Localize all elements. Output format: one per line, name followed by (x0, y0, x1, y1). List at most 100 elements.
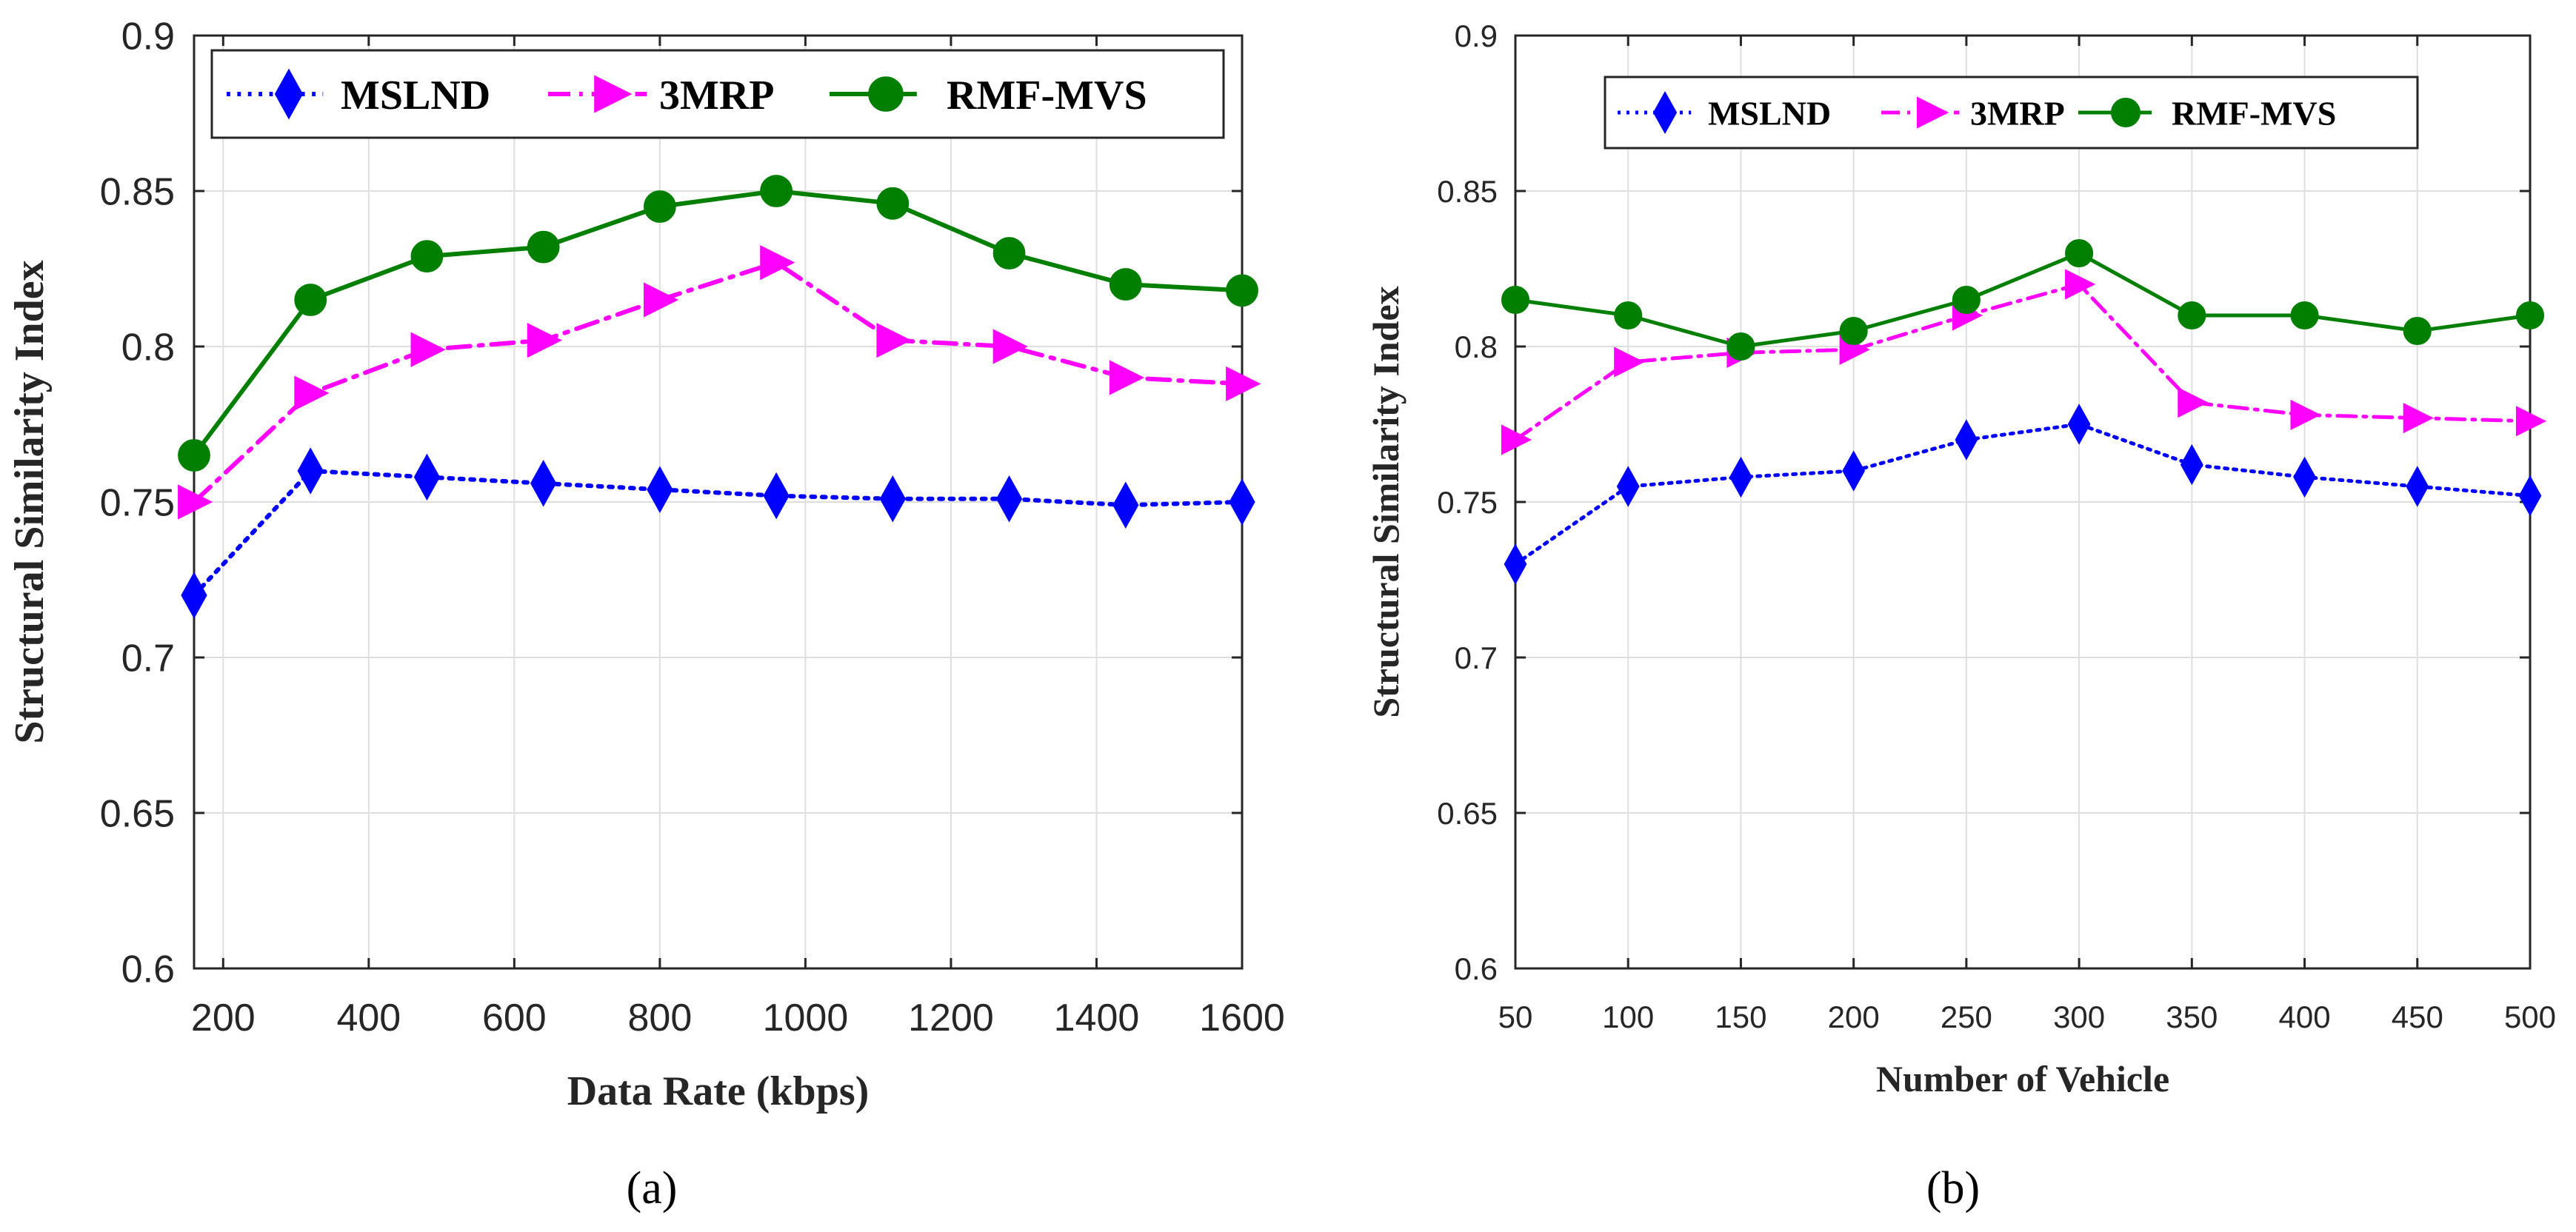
data-point (1952, 285, 1981, 315)
data-point (1109, 360, 1145, 395)
x-tick-label: 800 (628, 997, 693, 1040)
data-point (760, 244, 795, 281)
data-point (2065, 269, 2096, 300)
series-mslnd (181, 447, 1255, 619)
legend-label: RMF-MVS (947, 73, 1147, 118)
caption-a: (a) (627, 1163, 678, 1213)
legend-label: MSLND (341, 73, 490, 118)
legend-marker (2111, 98, 2140, 127)
data-point (1729, 456, 1752, 498)
x-tick-label: 250 (1941, 1000, 1992, 1034)
legend-box (210, 49, 1225, 139)
series-rmf-mvs (1501, 238, 2545, 361)
x-tick-label: 150 (1715, 1000, 1766, 1034)
y-tick-label: 0.6 (1455, 951, 1498, 986)
data-point (1504, 543, 1527, 585)
data-point (527, 322, 563, 358)
y-tick-label: 0.85 (100, 171, 175, 214)
y-tick-label: 0.7 (121, 637, 175, 680)
x-tick-label: 450 (2392, 1000, 2443, 1034)
series-line (1513, 251, 2532, 349)
data-point (1501, 285, 1530, 315)
data-point (2406, 466, 2429, 507)
data-point (643, 282, 679, 318)
data-point (647, 466, 673, 513)
x-tick-label: 300 (2053, 1000, 2105, 1034)
data-point (1839, 316, 1868, 346)
data-point (992, 237, 1026, 270)
data-point (1109, 268, 1142, 301)
series-rmf-mvs (178, 175, 1258, 472)
x-tick-label: 1600 (1199, 997, 1285, 1040)
data-point (2518, 475, 2542, 517)
legend-box (1604, 76, 2419, 150)
legend-marker (1917, 96, 1949, 129)
data-point (294, 284, 327, 316)
data-point (876, 322, 912, 358)
data-point (2178, 386, 2209, 418)
series-line (1513, 422, 2532, 566)
data-point (1842, 450, 1866, 492)
data-point (181, 572, 207, 619)
data-point (2293, 456, 2316, 498)
data-point (1726, 332, 1755, 361)
series-3mrp (178, 244, 1261, 520)
data-point (2180, 443, 2203, 486)
chart-panel-b: 50 100 150 200 250 300 350 400 450 500 0.6 0.65 0.7 0… (1365, 19, 2556, 1099)
x-tick-label: 200 (1828, 1000, 1880, 1034)
y-tick-label: 0.75 (1437, 485, 1498, 520)
data-point (410, 332, 446, 367)
x-tick-label: 1200 (908, 997, 994, 1040)
data-point (527, 230, 560, 264)
x-tick-label: 600 (482, 997, 547, 1040)
data-point (1112, 481, 1139, 529)
x-tick-label: 350 (2166, 1000, 2218, 1034)
x-tick-label: 200 (191, 997, 256, 1040)
x-axis-label: Number of Vehicle (1876, 1058, 2169, 1099)
legend-marker (1652, 90, 1678, 135)
series-line (1513, 282, 2532, 442)
y-tick-label: 0.9 (121, 16, 175, 58)
data-point (413, 453, 441, 501)
data-point (178, 484, 213, 520)
data-point (2065, 238, 2094, 268)
data-point (1616, 466, 1640, 507)
x-tick-label: 1000 (763, 997, 849, 1040)
legend-label: 3MRP (1970, 95, 2065, 133)
series-line (192, 189, 1244, 458)
y-tick-label: 0.65 (1437, 796, 1498, 831)
y-tick-label: 0.8 (121, 327, 175, 369)
y-tick-label: 0.7 (1455, 640, 1498, 675)
y-tick-label: 0.8 (1455, 329, 1498, 364)
data-point (1614, 346, 1645, 378)
data-point (1614, 301, 1643, 330)
chart-panel-a: 200 400 600 800 1000 1200 1400 1600 0.6 0.65 0.7 0.… (7, 16, 1285, 1114)
data-point (297, 447, 324, 495)
data-point (410, 240, 444, 273)
data-point (643, 190, 676, 223)
x-tick-label: 400 (336, 997, 401, 1040)
y-tick-label: 0.9 (1455, 19, 1498, 53)
y-axis-label: Structural Similarity Index (1365, 286, 1407, 717)
legend-label: MSLND (1708, 95, 1831, 133)
legend: MSLND 3MRP RMF-MVS (210, 49, 1225, 139)
x-tick-label: 500 (2504, 1000, 2556, 1034)
data-point (2403, 402, 2434, 434)
y-axis-label: Structural Similarity Index (7, 260, 53, 743)
data-point (995, 475, 1023, 523)
legend-label: 3MRP (659, 73, 775, 118)
series-line (192, 469, 1244, 597)
data-point (876, 187, 910, 220)
data-point (2290, 399, 2321, 431)
data-point (178, 439, 210, 472)
x-axis-label: Data Rate (kbps) (567, 1068, 870, 1114)
data-point (1501, 424, 1532, 455)
x-tick-label: 100 (1602, 1000, 1654, 1034)
x-tick-label: 1400 (1054, 997, 1140, 1040)
y-tick-label: 0.85 (1437, 174, 1498, 209)
data-point (1955, 419, 1978, 461)
caption-b: (b) (1926, 1163, 1980, 1213)
y-tick-label: 0.75 (100, 482, 175, 525)
legend-marker (274, 68, 304, 120)
